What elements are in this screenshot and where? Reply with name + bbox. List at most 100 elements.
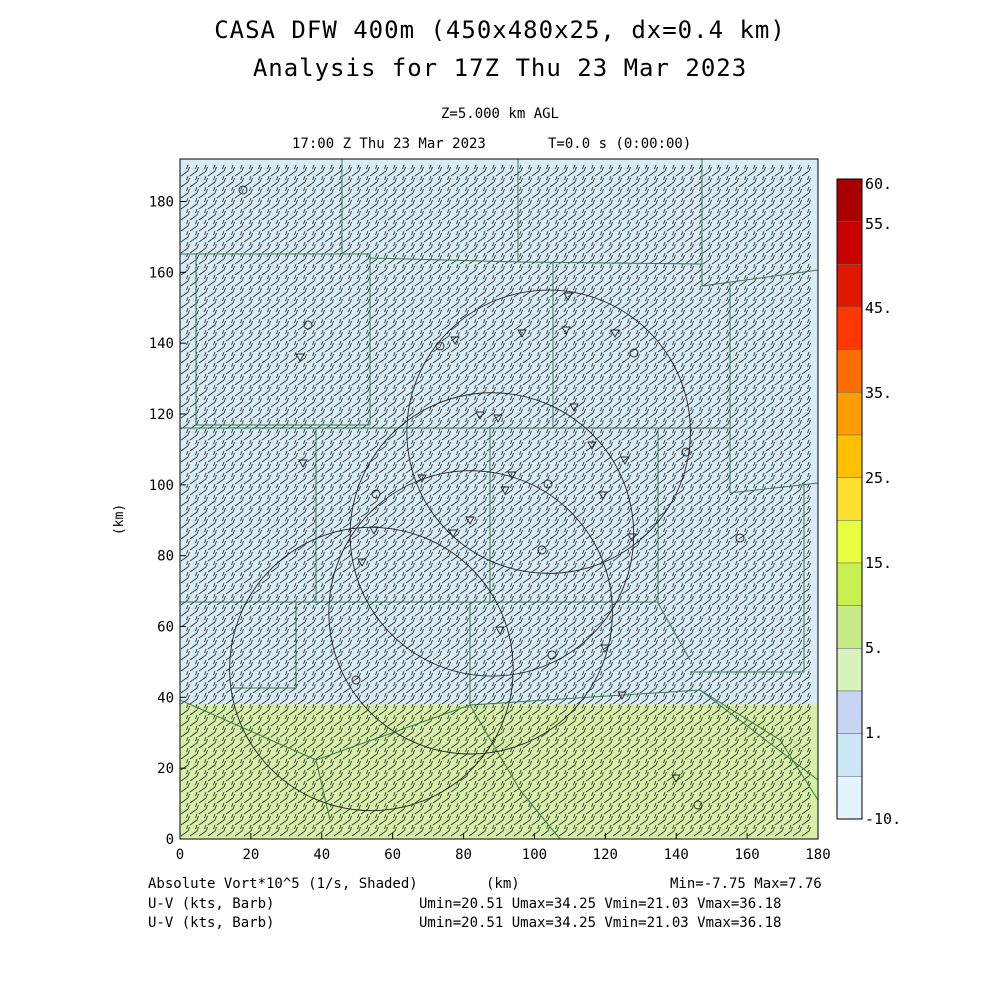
wind-barb [666,186,676,199]
wind-barb [711,241,721,254]
wind-barb [459,274,469,287]
wind-barb [378,351,388,364]
wind-barb [585,362,595,375]
wind-barb [693,285,703,298]
wind-barb [792,307,802,320]
wind-barb [684,373,694,386]
wind-barb [369,362,379,375]
wind-barb [783,208,793,221]
wind-barb [684,252,694,265]
wind-barb [621,274,631,287]
wind-barb [738,164,748,177]
wind-barb [387,329,397,342]
wind-barb [684,263,694,276]
wind-barb [234,307,244,320]
wind-barb [270,219,280,232]
wind-barb [612,274,622,287]
wind-barb [666,395,676,408]
wind-barb [441,373,451,386]
wind-barb [414,230,424,243]
wind-barb [738,395,748,408]
y-tick-label: 100 [149,478,174,494]
wind-barb [648,340,658,353]
x-tick-label: 20 [242,847,259,863]
wind-barb [666,340,676,353]
wind-barb [747,263,757,276]
wind-barb [405,197,415,210]
wind-barb [351,175,361,188]
wind-barb [567,362,577,375]
wind-barb [459,307,469,320]
wind-barb [675,230,685,243]
wind-barb [216,175,226,188]
wind-barb [702,406,712,419]
wind-barb [225,241,235,254]
wind-barb [783,252,793,265]
wind-barb [468,362,478,375]
wind-barb [639,373,649,386]
wind-barb [774,318,784,331]
wind-barb [603,318,613,331]
wind-barb [576,329,586,342]
wind-barb [360,296,370,309]
wind-barb [729,186,739,199]
wind-barb [531,241,541,254]
wind-barb [630,263,640,276]
wind-barb [225,219,235,232]
wind-barb [603,263,613,276]
wind-barb [423,384,433,397]
wind-barb [540,252,550,265]
wind-barb [378,263,388,276]
wind-barb [504,274,514,287]
wind-barb [378,362,388,375]
wind-barb [225,340,235,353]
wind-barb [288,175,298,188]
wind-barb [747,230,757,243]
wind-barb [234,351,244,364]
wind-barb [630,164,640,177]
wind-barb [747,208,757,221]
wind-barb [306,384,316,397]
wind-barb [297,197,307,210]
wind-barb [747,362,757,375]
wind-barb [378,197,388,210]
wind-barb [270,175,280,188]
wind-barb [306,274,316,287]
wind-barb [387,285,397,298]
wind-barb [378,307,388,320]
wind-barb [486,362,496,375]
wind-barb [720,362,730,375]
wind-barb [729,230,739,243]
wind-barb [450,274,460,287]
wind-barb [450,175,460,188]
wind-barb [531,318,541,331]
wind-barb [252,208,262,221]
colorbar-label: 1. [865,724,883,742]
wind-barb [693,362,703,375]
wind-barb [486,307,496,320]
wind-barb [594,230,604,243]
wind-barb [513,274,523,287]
wind-barb [333,263,343,276]
wind-barb [711,208,721,221]
wind-barb [243,219,253,232]
wind-barb [720,285,730,298]
wind-barb [801,197,811,210]
wind-barb [558,164,568,177]
wind-barb [630,208,640,221]
wind-barb [261,373,271,386]
wind-barb [396,263,406,276]
wind-barb [729,384,739,397]
wind-barb [774,307,784,320]
wind-barb [603,164,613,177]
wind-barb [432,373,442,386]
wind-barb [360,241,370,254]
wind-barb [369,219,379,232]
wind-barb [540,362,550,375]
wind-barb [603,197,613,210]
wind-barb [630,296,640,309]
wind-barb [495,373,505,386]
wind-barb [783,285,793,298]
wind-barb [639,186,649,199]
wind-barb [333,274,343,287]
